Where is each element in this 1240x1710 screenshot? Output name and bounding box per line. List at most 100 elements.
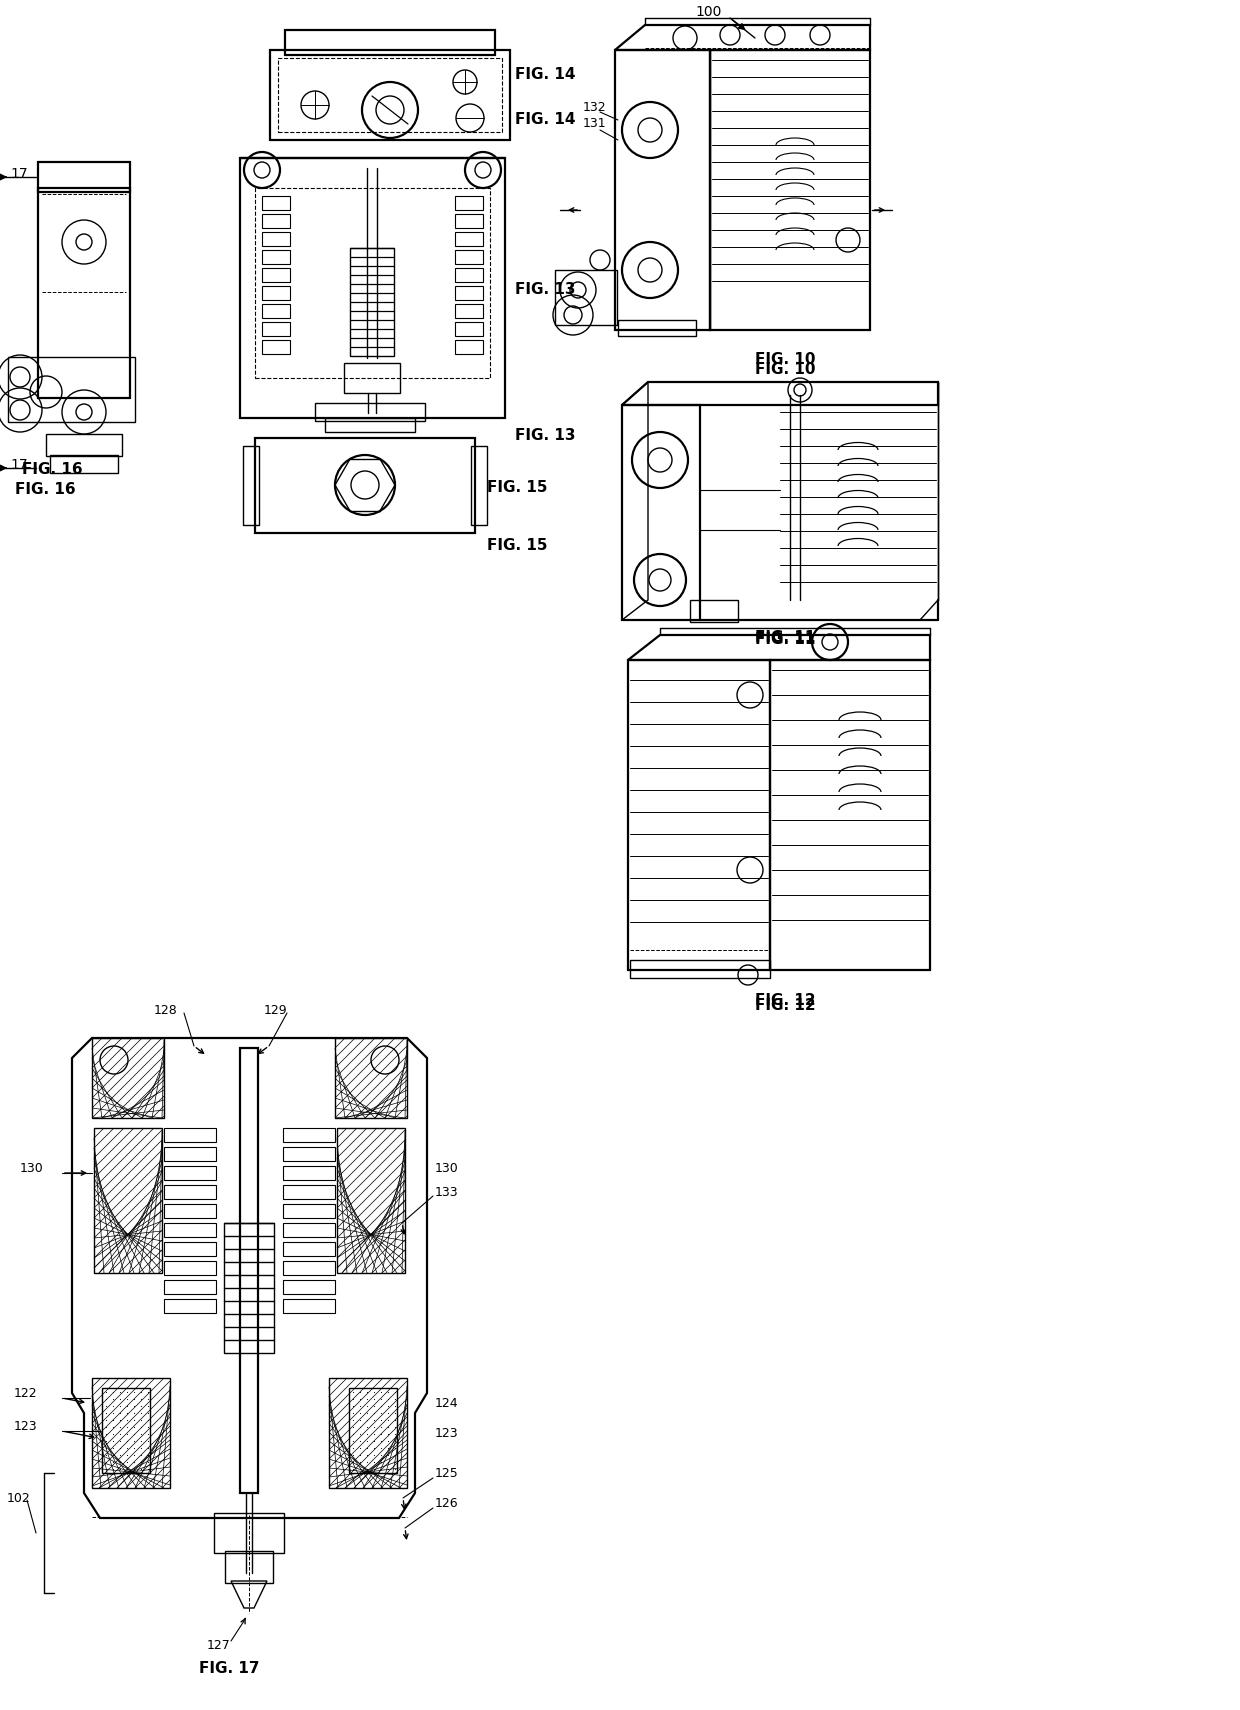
Bar [38,188,130,398]
Bar [262,214,290,227]
Bar [262,250,290,263]
Text: FIG. 12: FIG. 12 [755,997,816,1012]
Bar [164,1185,216,1199]
Bar [262,268,290,282]
Bar [92,1038,164,1118]
Bar [262,321,290,335]
Text: 123: 123 [435,1426,459,1440]
Bar [455,304,484,318]
Text: 124: 124 [435,1397,459,1409]
Text: FIG. 11: FIG. 11 [755,633,816,648]
Text: 130: 130 [435,1161,459,1175]
Bar [262,340,290,354]
Bar [283,1223,335,1236]
Bar [689,600,738,622]
Text: FIG. 15: FIG. 15 [487,481,548,496]
Bar [556,270,618,325]
Bar [455,321,484,335]
Bar [46,434,122,457]
Bar [164,1260,216,1276]
Text: 122: 122 [14,1387,37,1399]
Bar [50,455,118,474]
Bar [315,404,425,421]
Text: FIG. 15: FIG. 15 [487,537,548,552]
Bar [283,1281,335,1294]
Bar [455,197,484,210]
Text: FIG. 10: FIG. 10 [755,363,816,378]
Bar [164,1129,216,1142]
Bar [325,417,415,433]
Bar [262,286,290,299]
Text: 125: 125 [435,1467,459,1479]
Text: FIG. 13: FIG. 13 [515,282,575,298]
Bar [224,1551,273,1583]
Text: 123: 123 [14,1419,37,1433]
Bar [283,1204,335,1218]
Bar [255,188,490,378]
Text: FIG. 10: FIG. 10 [755,352,816,368]
Bar [262,304,290,318]
Text: 17: 17 [10,168,27,181]
Bar [283,1129,335,1142]
Bar [283,1166,335,1180]
Text: FIG. 14: FIG. 14 [515,113,575,128]
Bar [471,446,487,525]
Text: 131: 131 [583,118,606,130]
Text: FIG. 16: FIG. 16 [15,482,76,498]
Text: FIG. 17: FIG. 17 [198,1660,259,1676]
Bar [164,1223,216,1236]
Bar [38,162,130,192]
Bar [164,1166,216,1180]
Bar [7,357,135,422]
Text: FIG. 11: FIG. 11 [755,631,816,645]
Bar [241,157,505,417]
Bar [350,248,394,356]
Text: 132: 132 [583,101,606,115]
Bar [455,250,484,263]
Text: 102: 102 [7,1491,31,1505]
Bar [283,1241,335,1257]
Bar [335,1038,407,1118]
Bar [243,446,259,525]
Bar [283,1185,335,1199]
Bar [255,438,475,534]
Bar [164,1300,216,1313]
Bar [329,1378,407,1488]
Text: 17: 17 [10,458,27,472]
Bar [102,1389,150,1472]
Bar [285,31,495,55]
Bar [270,50,510,140]
Bar [224,1223,274,1353]
Bar [630,959,770,978]
Bar [262,197,290,210]
Bar [337,1129,405,1272]
Text: 126: 126 [435,1496,459,1510]
Bar [343,363,401,393]
Bar [455,340,484,354]
Bar [215,1513,284,1553]
Bar [262,233,290,246]
Text: FIG. 13: FIG. 13 [515,428,575,443]
Text: 100: 100 [694,5,722,19]
Bar [94,1129,162,1272]
Bar [164,1204,216,1218]
Bar [283,1300,335,1313]
Bar [164,1281,216,1294]
Bar [241,1048,258,1493]
Text: FIG. 16: FIG. 16 [22,462,83,477]
Bar [455,286,484,299]
Bar [164,1241,216,1257]
Bar [283,1147,335,1161]
Text: 128: 128 [154,1004,177,1016]
Bar [455,268,484,282]
Bar [618,320,696,335]
Bar [278,58,502,132]
Bar [283,1260,335,1276]
Text: 129: 129 [264,1004,288,1016]
Bar [92,1378,170,1488]
Text: 130: 130 [20,1161,43,1175]
Text: 127: 127 [207,1638,231,1652]
Text: FIG. 12: FIG. 12 [755,992,816,1007]
Bar [348,1389,397,1472]
Bar [455,214,484,227]
